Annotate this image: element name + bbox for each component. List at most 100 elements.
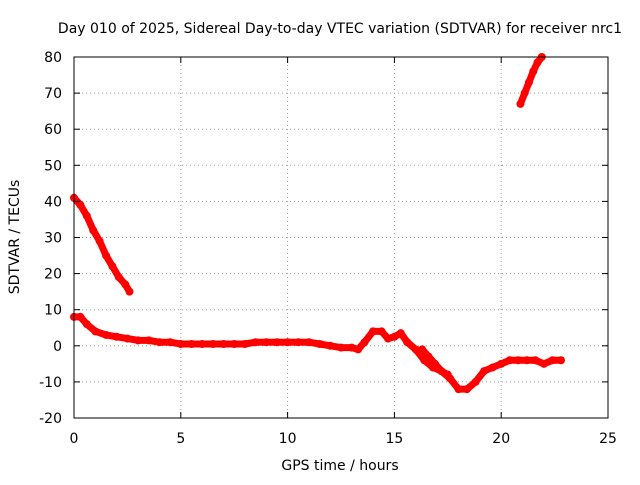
- data-point: [505, 356, 514, 365]
- data-point: [529, 67, 538, 76]
- data-point: [390, 332, 399, 341]
- data-point: [272, 338, 281, 347]
- data-series: [70, 53, 566, 394]
- data-point: [208, 339, 217, 348]
- data-point: [304, 338, 313, 347]
- data-point: [424, 352, 433, 361]
- data-point: [76, 312, 85, 321]
- x-tick-label: 25: [599, 431, 617, 447]
- data-point: [198, 339, 207, 348]
- y-tick-labels: -20 -10 0 10 20 30 40 50 60 70 80: [39, 50, 62, 427]
- x-tick-label: 10: [279, 431, 297, 447]
- data-point: [437, 367, 446, 376]
- data-point: [112, 332, 121, 341]
- x-tick-labels: 0 5 10 15 20 25: [70, 431, 617, 447]
- data-point: [418, 345, 427, 354]
- x-tick-label: 15: [385, 431, 403, 447]
- data-point: [471, 377, 480, 386]
- data-point: [114, 273, 123, 282]
- data-point: [514, 356, 523, 365]
- data-point: [516, 99, 525, 108]
- y-tick-label: -10: [39, 375, 62, 391]
- data-point: [480, 367, 489, 376]
- data-point: [95, 237, 104, 246]
- data-point: [155, 338, 164, 347]
- data-point: [326, 341, 335, 350]
- data-point: [219, 339, 228, 348]
- data-point: [82, 320, 91, 329]
- y-tick-label: 70: [44, 86, 62, 102]
- data-point: [520, 89, 529, 98]
- data-point: [369, 327, 378, 336]
- series-early-descending-track: [70, 193, 134, 296]
- data-point: [187, 339, 196, 348]
- data-point: [539, 359, 548, 368]
- data-point: [403, 338, 412, 347]
- data-point: [102, 251, 111, 260]
- data-point: [488, 363, 497, 372]
- data-point: [443, 370, 452, 379]
- x-tick-label: 5: [176, 431, 185, 447]
- y-tick-label: 40: [44, 194, 62, 210]
- data-point: [262, 338, 271, 347]
- data-point: [91, 327, 100, 336]
- y-tick-label: 50: [44, 158, 62, 174]
- data-point: [430, 359, 439, 368]
- series-branch-track: [418, 345, 452, 379]
- data-point: [230, 339, 239, 348]
- data-point: [454, 385, 463, 394]
- y-tick-label: 0: [53, 339, 62, 355]
- series-line: [70, 313, 565, 393]
- data-point: [533, 58, 542, 67]
- data-point: [522, 356, 531, 365]
- data-point: [89, 226, 98, 235]
- axis-ticks: [73, 56, 609, 419]
- data-point: [134, 336, 143, 345]
- data-point: [283, 338, 292, 347]
- data-point: [82, 211, 91, 220]
- series-late-rising-track: [516, 53, 546, 108]
- data-point: [531, 356, 540, 365]
- data-point: [497, 359, 506, 368]
- data-point: [463, 385, 472, 394]
- y-tick-label: -20: [39, 411, 62, 427]
- data-point: [123, 334, 132, 343]
- data-point: [337, 343, 345, 352]
- chart-title: Day 010 of 2025, Sidereal Day-to-day VTE…: [58, 21, 622, 37]
- data-point: [294, 338, 303, 347]
- data-point: [377, 327, 386, 336]
- data-point: [524, 78, 533, 87]
- data-point: [548, 356, 557, 365]
- data-point: [383, 334, 392, 343]
- series-main-track: [70, 312, 566, 394]
- series-line: [70, 194, 134, 296]
- y-tick-label: 20: [44, 267, 62, 283]
- data-point: [102, 330, 111, 339]
- data-point: [347, 343, 356, 352]
- x-tick-label: 20: [492, 431, 510, 447]
- data-point: [76, 201, 85, 210]
- x-axis-label: GPS time / hours: [281, 458, 398, 474]
- data-point: [144, 336, 153, 345]
- y-tick-label: 60: [44, 122, 62, 138]
- y-tick-label: 80: [44, 50, 62, 66]
- data-point: [240, 339, 249, 348]
- y-axis-label: SDTVAR / TECUs: [7, 180, 23, 295]
- data-point: [360, 338, 369, 347]
- grid-lines: [74, 57, 608, 418]
- data-point: [166, 338, 175, 347]
- data-point: [354, 345, 363, 354]
- data-point: [121, 280, 130, 289]
- data-point: [315, 339, 324, 348]
- data-point: [125, 287, 134, 296]
- y-tick-label: 30: [44, 231, 62, 247]
- data-point: [411, 345, 420, 354]
- data-point: [396, 329, 405, 338]
- data-point: [108, 262, 117, 271]
- x-tick-label: 0: [70, 431, 79, 447]
- data-point: [251, 338, 260, 347]
- data-point: [557, 356, 566, 365]
- data-point: [176, 339, 185, 348]
